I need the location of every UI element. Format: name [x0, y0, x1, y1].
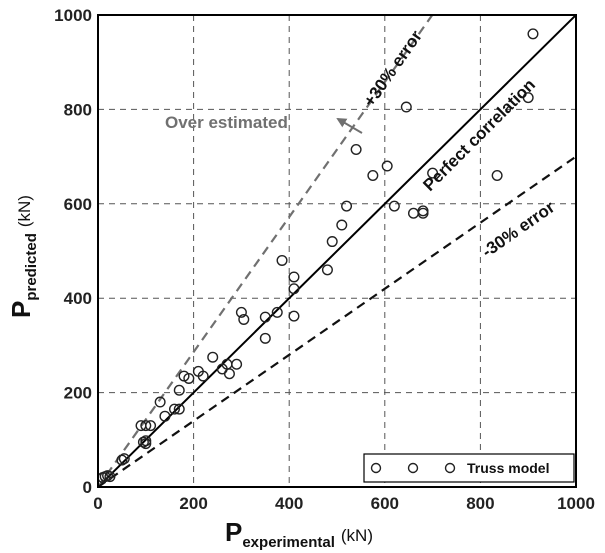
- x-tick-label: 800: [466, 494, 494, 513]
- over-estimated-label: Over estimated: [165, 113, 288, 132]
- y-tick-label: 800: [64, 100, 92, 119]
- data-point: [137, 436, 149, 448]
- x-axis-title-sub: experimental: [242, 534, 335, 551]
- y-tick-labels: 0 200 400 600 800 1000: [54, 6, 92, 497]
- plot-frame: [97, 14, 577, 488]
- data-point: [288, 310, 300, 322]
- scatter-points: [97, 28, 539, 484]
- legend: Truss model: [363, 453, 575, 483]
- y-tick-label: 0: [83, 478, 92, 497]
- x-tick-labels: 0 200 400 600 800 1000: [93, 494, 595, 513]
- data-point: [400, 101, 412, 113]
- legend-marker-3: [444, 462, 456, 474]
- data-point: [154, 396, 166, 408]
- x-tick-label: 0: [93, 494, 102, 513]
- over-estimated-arrow: [336, 117, 363, 134]
- data-point: [491, 169, 503, 181]
- data-point: [271, 306, 283, 318]
- legend-label: Truss model: [467, 460, 549, 476]
- x-axis-title-main: P: [225, 517, 242, 547]
- data-point: [381, 160, 393, 172]
- data-point: [326, 236, 338, 248]
- plus-30-error-label: +30% error: [360, 27, 426, 111]
- data-point: [231, 358, 243, 370]
- y-tick-label: 600: [64, 195, 92, 214]
- data-point: [207, 351, 219, 363]
- data-point: [407, 207, 419, 219]
- data-point: [168, 403, 180, 415]
- data-point: [417, 207, 429, 219]
- data-point: [321, 264, 333, 276]
- data-point: [197, 370, 209, 382]
- x-tick-label: 600: [371, 494, 399, 513]
- data-point: [367, 169, 379, 181]
- x-tick-label: 200: [179, 494, 207, 513]
- data-point: [104, 471, 116, 483]
- y-tick-label: 200: [64, 384, 92, 403]
- data-point: [140, 438, 152, 450]
- data-point: [336, 219, 348, 231]
- data-point: [527, 28, 539, 40]
- x-axis-title: Pexperimental (kN): [225, 517, 373, 551]
- x-tick-label: 1000: [557, 494, 595, 513]
- data-point: [388, 200, 400, 212]
- minus-30-error-label: -30% error: [478, 197, 558, 261]
- y-axis-title-unit: (kN): [15, 195, 34, 227]
- data-point: [341, 200, 353, 212]
- data-point: [235, 306, 247, 318]
- y-tick-label: 400: [64, 289, 92, 308]
- data-point: [350, 144, 362, 156]
- y-axis-title: Ppredicted (kN): [6, 195, 40, 318]
- data-point: [173, 403, 185, 415]
- data-point: [522, 92, 534, 104]
- data-point: [145, 420, 157, 432]
- y-axis-title-sub: predicted: [23, 233, 40, 301]
- data-point: [116, 454, 128, 466]
- data-point: [159, 410, 171, 422]
- data-point: [288, 271, 300, 283]
- data-point: [238, 313, 250, 325]
- data-point: [276, 254, 288, 266]
- y-tick-label: 1000: [54, 6, 92, 25]
- y-axis-title-main: P: [6, 301, 36, 318]
- grid-lines: [98, 15, 576, 487]
- legend-marker-1: [370, 462, 382, 474]
- data-point: [140, 435, 152, 447]
- data-point: [183, 372, 195, 384]
- data-point: [118, 453, 130, 465]
- legend-marker-2: [407, 462, 419, 474]
- plus-30-error-line: [98, 15, 434, 487]
- data-point: [259, 332, 271, 344]
- perfect-correlation-label: Perfect correlation: [419, 75, 539, 195]
- data-point: [259, 311, 271, 323]
- data-point: [288, 283, 300, 295]
- data-point: [223, 368, 235, 380]
- data-point: [140, 420, 152, 432]
- x-tick-label: 400: [275, 494, 303, 513]
- minus-30-error-line: [98, 155, 576, 487]
- data-point: [427, 167, 439, 179]
- data-point: [173, 384, 185, 396]
- perfect-correlation-line: [98, 15, 576, 487]
- legend-box: [363, 453, 575, 483]
- x-axis-title-unit: (kN): [341, 526, 373, 545]
